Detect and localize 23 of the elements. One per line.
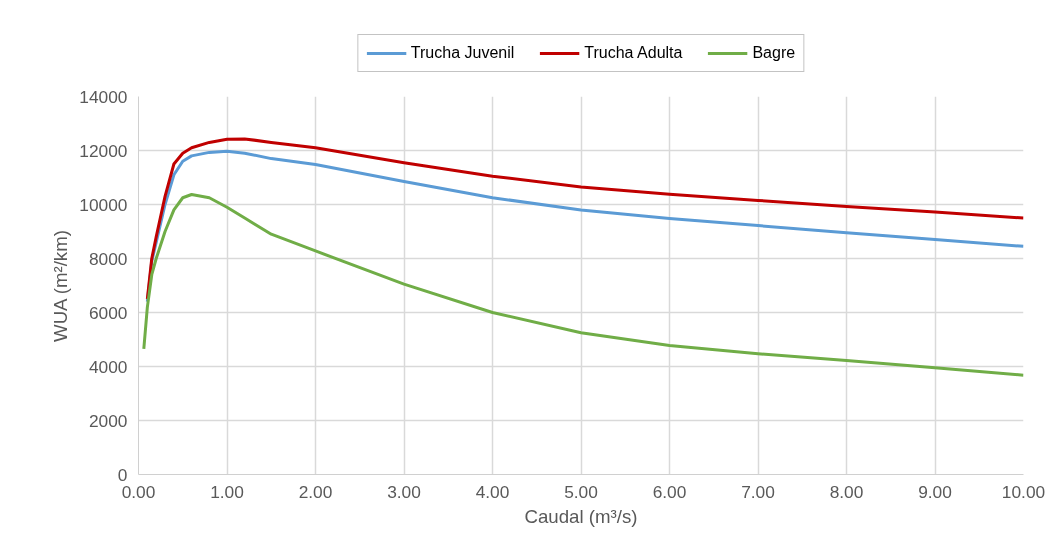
x-tick-label: 7.00 [741, 481, 775, 502]
y-tick-label: 14000 [79, 86, 128, 107]
y-tick-label: 6000 [88, 302, 128, 323]
legend-label: Trucha Adulta [584, 44, 683, 62]
y-tick-label: 2000 [88, 410, 128, 431]
x-tick-label: 5.00 [564, 481, 598, 502]
legend-label: Trucha Juvenil [410, 44, 515, 62]
y-tick-label: 12000 [79, 140, 128, 161]
legend-label: Bagre [752, 44, 796, 62]
x-tick-label: 2.00 [298, 481, 333, 502]
y-tick-label: 10000 [79, 194, 128, 215]
x-tick-label: 1.00 [210, 481, 244, 502]
x-tick-label: 6.00 [652, 481, 687, 502]
y-axis-title: WUA (m²/km) [50, 230, 72, 342]
line-series [142, 193, 1024, 377]
x-tick-label: 3.00 [387, 481, 421, 502]
y-tick-label: 8000 [88, 248, 128, 269]
x-tick-label: 4.00 [475, 481, 510, 502]
y-tick-label: 4000 [88, 356, 128, 377]
x-tick-label: 10.00 [1001, 481, 1046, 502]
x-tick-label: 8.00 [829, 481, 864, 502]
x-tick-label: 9.00 [918, 481, 952, 502]
x-axis-title: Caudal (m³/s) [524, 505, 638, 527]
